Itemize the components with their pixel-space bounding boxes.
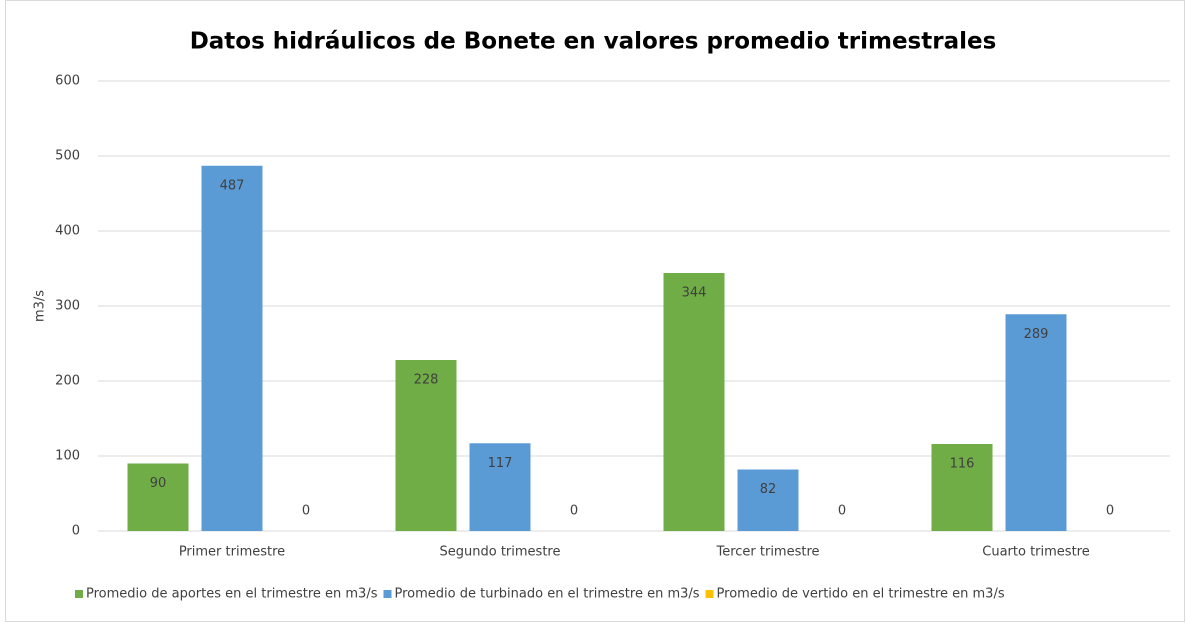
x-tick-label: Tercer trimestre	[715, 545, 819, 560]
data-label: 228	[414, 373, 439, 388]
y-tick-label: 200	[55, 374, 80, 389]
data-label: 0	[570, 504, 578, 519]
legend-swatch	[75, 590, 83, 598]
legend-swatch	[705, 590, 714, 598]
legend-label: Promedio de vertido en el trimestre en m…	[717, 587, 1005, 602]
data-label: 116	[950, 457, 975, 472]
y-axis-label: m3/s	[33, 290, 48, 322]
legend-label: Promedio de turbinado en el trimestre en…	[394, 587, 699, 602]
legend-swatch	[383, 590, 392, 598]
legend-label: Promedio de aportes en el trimestre en m…	[86, 587, 378, 602]
bar	[469, 443, 531, 531]
y-tick-label: 400	[55, 224, 80, 239]
y-tick-label: 0	[72, 524, 80, 539]
bar	[201, 165, 263, 531]
x-tick-label: Primer trimestre	[179, 545, 285, 560]
data-label: 117	[488, 456, 513, 471]
y-tick-label: 300	[55, 299, 80, 314]
bar	[395, 360, 457, 531]
y-tick-label: 500	[55, 149, 80, 164]
y-tick-label: 100	[55, 449, 80, 464]
data-label: 82	[760, 482, 777, 497]
bar	[737, 469, 799, 531]
data-label: 344	[682, 286, 707, 301]
data-label: 0	[1106, 504, 1114, 519]
x-tick-label: Cuarto trimestre	[982, 545, 1089, 560]
x-tick-label: Segundo trimestre	[440, 545, 561, 560]
data-label: 0	[302, 504, 310, 519]
data-label: 487	[220, 178, 245, 193]
data-label: 289	[1024, 327, 1049, 342]
bar	[931, 444, 993, 531]
data-label: 90	[150, 476, 167, 491]
bar	[663, 273, 725, 531]
y-tick-label: 600	[55, 74, 80, 89]
bar	[1005, 314, 1067, 531]
bar	[127, 463, 189, 531]
data-label: 0	[838, 504, 846, 519]
chart-title: Datos hidráulicos de Bonete en valores p…	[190, 29, 997, 55]
